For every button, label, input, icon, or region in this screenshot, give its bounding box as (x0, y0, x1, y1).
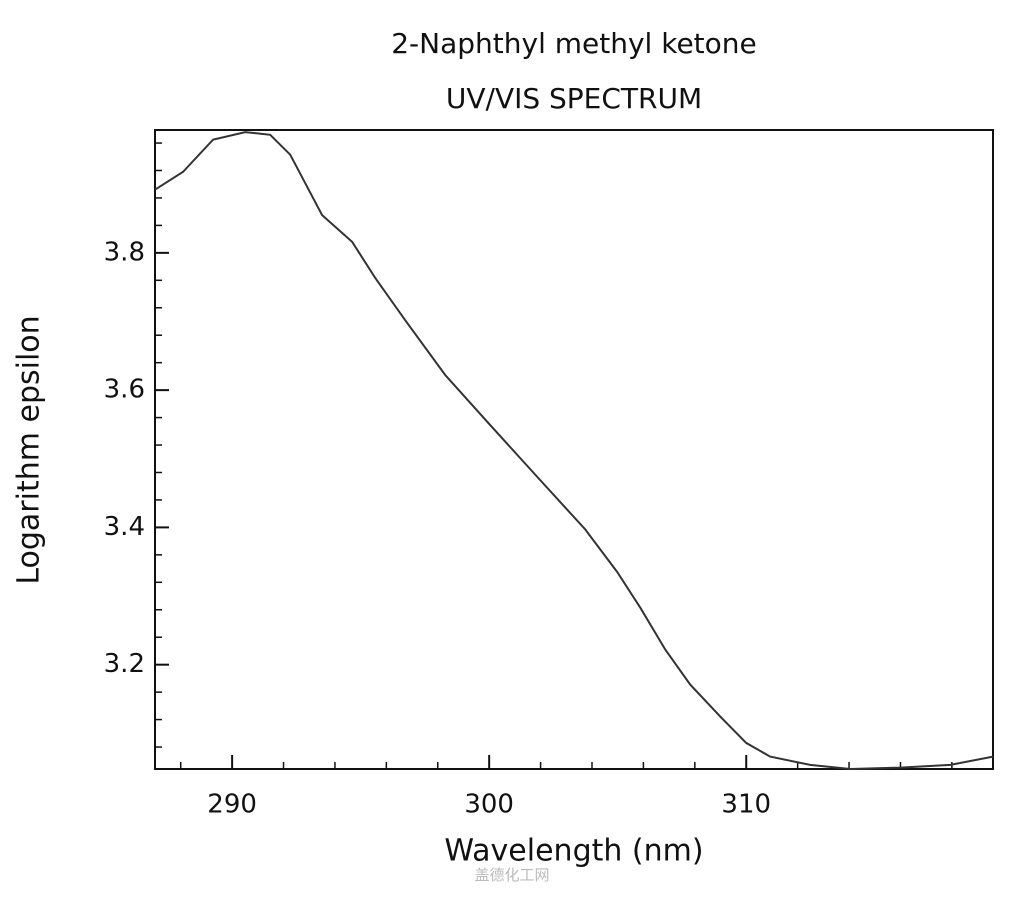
spectrum-line (154, 131, 994, 771)
x-tick-label: 300 (464, 790, 514, 820)
watermark: 盖德化工网 (474, 866, 549, 884)
chart-title: 2-Naphthyl methyl ketone (391, 27, 757, 60)
x-axis-label: Wavelength (nm) (444, 834, 703, 869)
y-axis-label: Logarithm epsilon (12, 315, 47, 584)
y-tick-label: 3.4 (104, 512, 145, 542)
x-tick-label: 290 (207, 790, 257, 820)
chart-subtitle: UV/VIS SPECTRUM (446, 82, 702, 115)
y-tick-label: 3.8 (104, 237, 145, 267)
y-tick-label: 3.2 (104, 649, 145, 679)
y-tick-label: 3.6 (104, 375, 145, 405)
plot-frame (154, 129, 994, 770)
x-tick-label: 310 (721, 790, 771, 820)
